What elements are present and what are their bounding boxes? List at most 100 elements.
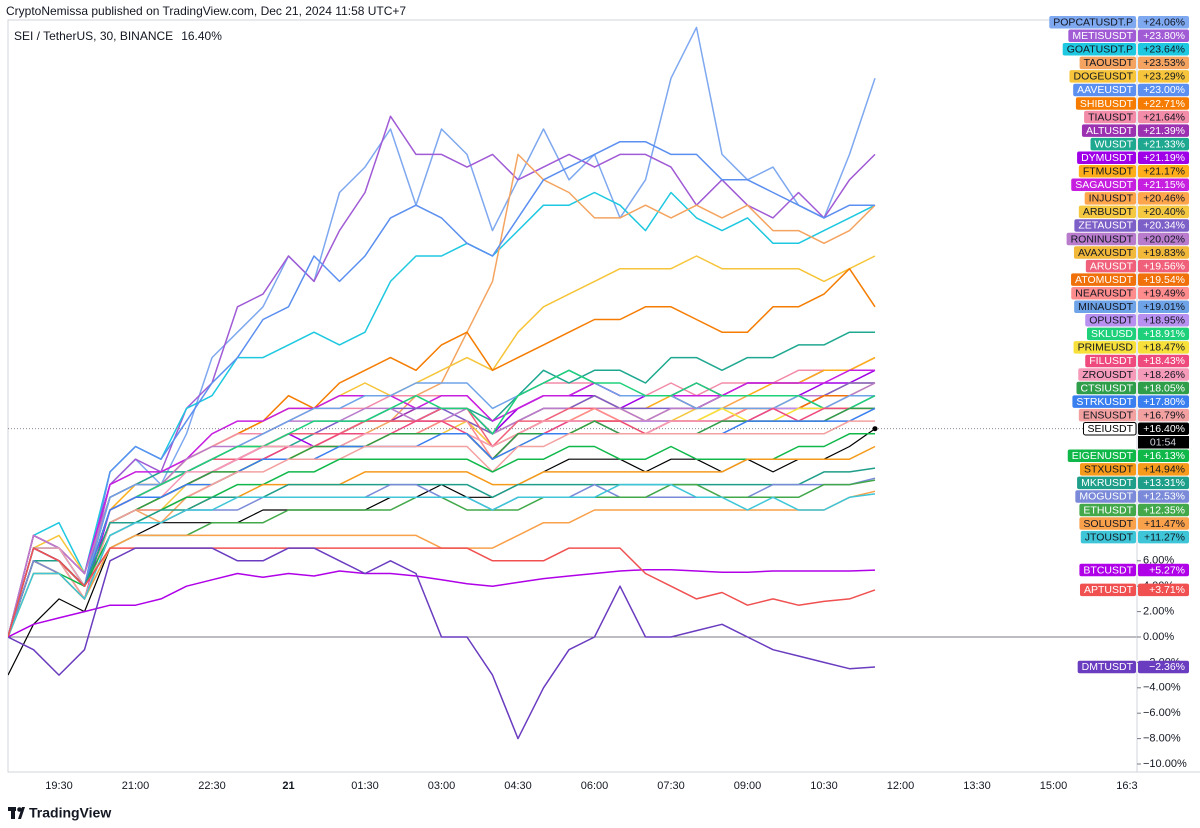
x-tick-label: 01:30 [351,780,379,792]
symbol-name: APTUSDT [1084,584,1134,596]
logo-slash [18,807,25,819]
value-badge [1138,381,1189,395]
symbol-badge [1079,503,1136,517]
symbol-legend: SEI / TetherUS, 30, BINANCE [14,29,173,43]
symbol-name: ENSUSDT [1083,409,1134,421]
countdown: 01:54 [1150,437,1176,449]
value-badge [1138,517,1189,530]
x-tick-label: 07:30 [657,780,685,792]
symbol-name: JTOUSDT [1085,531,1134,543]
symbol-name: DOGEUSDT [1073,71,1133,83]
x-tick-label: 04:30 [504,780,532,792]
series-line [8,467,876,638]
value-badge [1138,178,1189,192]
value-label: +20.40% [1143,206,1185,218]
symbol-name: INJUSDT [1089,193,1134,205]
symbol-name: CTSIUSDT [1081,382,1134,394]
value-label: +18.95% [1143,315,1185,327]
y-tick-label: −4.00% [1143,682,1181,694]
value-badge [1138,660,1189,674]
value-badge [1138,205,1189,219]
symbol-badge [1079,563,1136,577]
value-label: +17.80% [1143,396,1185,408]
symbol-badge [1077,476,1136,490]
symbol-name: SHIBUSDT [1080,98,1134,110]
symbol-name: MKRUSDT [1081,477,1134,489]
symbol-name: ARBUSDT [1083,206,1134,218]
brand: TradingView [29,805,111,821]
value-label: +23.80% [1143,30,1185,42]
x-tick-label: 16:30 [1116,780,1144,792]
symbol-name: NEARUSDT [1075,287,1133,299]
x-tick-label: 09:00 [734,780,762,792]
symbol-badge [1073,341,1136,354]
symbol-name: TIAUSDT [1088,111,1134,123]
value-badge [1138,408,1189,422]
symbol-name: ZETAUSDT [1078,220,1133,232]
symbol-badge [1075,97,1136,110]
x-tick-label: 22:30 [198,780,226,792]
value-label: +18.47% [1143,342,1185,354]
x-tick-label: 21:00 [122,780,150,792]
value-label: +21.39% [1143,125,1185,137]
value-label: +23.53% [1143,57,1185,69]
x-tick-label: 21 [282,780,294,792]
value-badge [1138,165,1189,178]
symbol-name: AVAXUSDT [1078,247,1134,259]
series-line [8,369,875,638]
series-line [8,115,876,638]
symbol-badge [1066,232,1136,246]
y-tick-label: 6.00% [1143,555,1174,567]
symbol-name: PRIMEUSD [1078,342,1134,354]
value-badge [1138,70,1189,83]
symbol-badge [1085,354,1136,368]
symbol-badge [1073,83,1136,97]
value-label: +21.64% [1143,111,1185,123]
value-badge [1138,368,1189,381]
value-badge [1138,300,1189,314]
symbol-name: FTMUSDT [1083,166,1134,178]
value-label: +3.71% [1149,584,1185,596]
symbol-name: METISUSDT [1072,30,1133,42]
symbol-badge [1074,300,1136,314]
symbol-name: MOGUSDT [1079,491,1133,503]
value-badge [1138,97,1189,110]
value-badge [1138,286,1189,300]
value-badge [1138,43,1189,56]
value-label: +12.35% [1143,504,1185,516]
x-tick-label: 13:30 [963,780,991,792]
series-line [8,369,875,638]
value-label: +11.47% [1144,518,1185,530]
value-label: +21.19% [1143,152,1185,164]
y-tick-label: −8.00% [1143,733,1181,745]
value-badge [1138,151,1189,164]
symbol-badge [1079,56,1136,70]
value-badge [1138,219,1189,232]
value-badge [1138,259,1189,273]
symbol-name: ATOMUSDT [1075,274,1134,286]
series-line [8,420,875,638]
y-tick-label: −10.00% [1143,758,1187,770]
symbol-badge [1075,490,1136,503]
value-badge [1138,422,1189,435]
symbol-name: DMTUSDT [1082,661,1134,673]
series-line [8,140,875,638]
value-badge [1138,463,1189,476]
y-tick-label: 2.00% [1143,605,1174,617]
value-label: −2.36% [1149,661,1185,673]
value-badge [1138,583,1189,597]
symbol-change: 16.40% [181,29,222,43]
value-badge [1138,29,1189,43]
value-badge [1138,327,1189,341]
value-badge [1138,246,1189,259]
series-line [8,369,876,638]
symbol-badge [1077,151,1136,164]
series-line [8,547,876,740]
symbol-name: BTCUSDT [1083,564,1133,576]
symbol-badge [1080,530,1136,544]
value-badge [1138,530,1189,544]
value-label: +18.43% [1143,355,1185,367]
value-badge [1138,137,1189,151]
countdown-badge [1138,436,1189,449]
